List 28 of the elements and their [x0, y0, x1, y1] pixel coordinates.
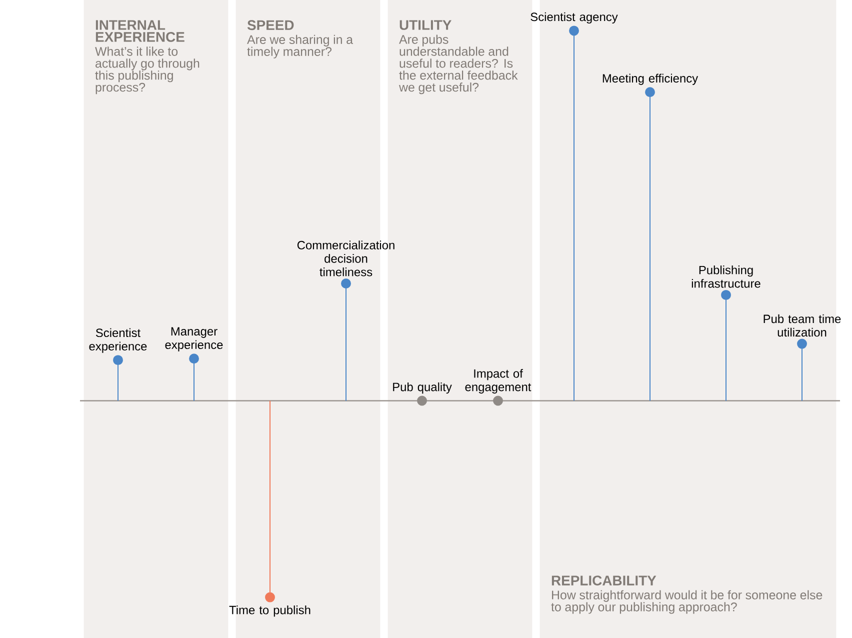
- annotation: Are we sharing in a timely manner?: [247, 34, 354, 58]
- x-tick-label: Manager experience: [165, 327, 223, 352]
- point: [721, 290, 731, 300]
- band-label: SPEED: [247, 20, 294, 30]
- point: [797, 338, 807, 349]
- point: [493, 396, 503, 406]
- x-tick-label: Publishing infrastructure: [692, 266, 760, 288]
- point: [417, 396, 427, 406]
- band-label: INTERNAL EXPERIENCE: [96, 20, 184, 42]
- point: [113, 355, 123, 366]
- point: [645, 87, 655, 98]
- point: [265, 592, 275, 602]
- band-label: REPLICABILITY: [552, 576, 656, 586]
- point: [569, 26, 579, 36]
- x-tick-label: Time to publish: [229, 606, 310, 617]
- x-tick-label: Pub team time utilization: [764, 314, 841, 337]
- x-tick-label: Scientist agency: [530, 12, 618, 24]
- annotation: Are pubs understandable and useful to readers? Is the external feedback we get useful?: [398, 34, 518, 94]
- x-tick-label: Scientist experience: [89, 328, 147, 353]
- x-tick-label: Meeting efficiency: [602, 74, 698, 85]
- point: [341, 278, 351, 288]
- x-tick-label: Commercialization decision timeliness: [297, 240, 394, 276]
- annotation: How straightforward would it be for someone else to apply our publishing approach?: [551, 590, 822, 614]
- annotation: What’s it like to actually go through this publishing process?: [95, 46, 200, 94]
- x-tick-label: Impact of engagement: [465, 368, 532, 394]
- band-label: UTILITY: [400, 20, 452, 30]
- x-tick-label: Pub quality: [393, 382, 452, 394]
- point: [189, 354, 199, 364]
